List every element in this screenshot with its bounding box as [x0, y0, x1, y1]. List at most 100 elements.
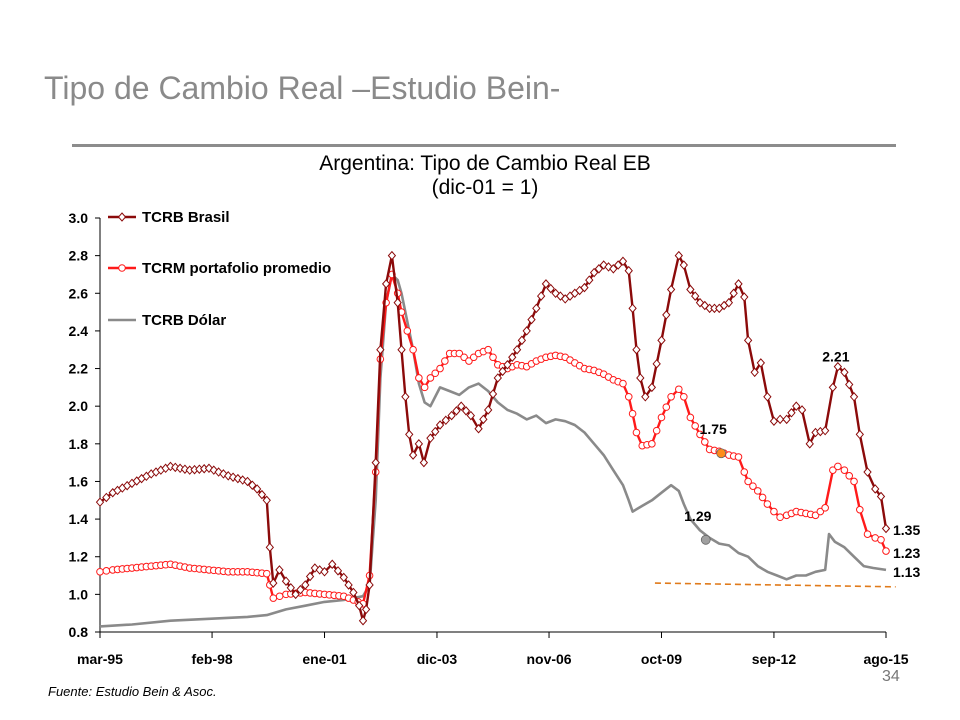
data-point [604, 262, 613, 272]
series-line [99, 254, 888, 622]
chart-title-block: Argentina: Tipo de Cambio Real EB (dic-0… [200, 152, 770, 200]
data-point [618, 256, 628, 267]
data-point [489, 353, 497, 362]
data-point [876, 491, 886, 502]
data-point [821, 504, 829, 512]
data-point [782, 414, 791, 425]
data-point [662, 310, 671, 320]
data-point [763, 392, 772, 402]
data-point [484, 405, 493, 415]
data-point [233, 473, 243, 484]
data-point [333, 566, 343, 576]
x-tick-label: oct-09 [641, 651, 682, 667]
data-point [740, 292, 749, 302]
data-point [662, 403, 671, 411]
data-point [479, 414, 488, 425]
data-point [820, 425, 830, 436]
x-tick-label: dic-03 [417, 651, 458, 667]
data-point [252, 484, 262, 494]
data-point [344, 580, 353, 590]
data-point [776, 513, 784, 522]
data-point [209, 465, 218, 475]
data-point [805, 439, 814, 449]
data-point [387, 250, 397, 261]
data-point [877, 535, 885, 544]
slide-title: Tipo de Cambio Real –Estudio Bein- [44, 70, 561, 106]
data-point [701, 438, 709, 446]
data-point [840, 367, 849, 378]
data-point [619, 379, 627, 388]
data-point [371, 457, 380, 468]
y-tick-label: 2.8 [69, 248, 89, 264]
data-point [845, 472, 854, 480]
data-point [675, 385, 683, 394]
data-point [291, 589, 300, 600]
data-point [269, 594, 278, 602]
data-point [328, 559, 337, 570]
data-point [700, 300, 709, 311]
data-point [840, 466, 849, 474]
data-point [871, 484, 880, 494]
x-tick-label: ago-15 [863, 651, 908, 667]
data-point [863, 467, 872, 477]
x-tick-label: ene-01 [302, 651, 347, 667]
data-point [855, 429, 864, 440]
data-point [594, 264, 604, 274]
data-point [624, 265, 633, 276]
data-point [381, 279, 391, 289]
data-point [833, 361, 843, 372]
data-point [436, 364, 444, 373]
chart-title: Argentina: Tipo de Cambio Real EB [319, 152, 651, 175]
data-point [680, 392, 688, 401]
legend-marker [118, 264, 126, 272]
data-point [750, 367, 759, 378]
data-point [484, 345, 492, 354]
data-point [248, 480, 257, 490]
data-point [96, 567, 104, 576]
data-point [355, 600, 364, 611]
y-tick-label: 2.4 [69, 323, 89, 339]
legend: TCRB Brasil TCRM portafolio promedio TCRB … [108, 209, 331, 329]
data-point [426, 374, 435, 382]
data-point [657, 335, 666, 346]
data-point [532, 303, 541, 314]
data-point [691, 291, 700, 301]
data-point [339, 572, 348, 583]
data-point [734, 279, 743, 289]
data-point [585, 275, 594, 285]
data-point [488, 389, 498, 399]
reference-line [654, 582, 896, 588]
y-tick-label: 1.0 [69, 586, 89, 602]
data-point [674, 250, 683, 261]
legend-label: TCRB Dólar [142, 312, 226, 329]
data-point [315, 565, 324, 575]
source-note: Fuente: Estudio Bein & Asoc. [48, 684, 217, 699]
data-point [580, 282, 589, 293]
data-point [461, 406, 471, 416]
data-point [609, 264, 618, 274]
data-point [175, 463, 185, 474]
data-point [753, 487, 762, 495]
data-point [102, 567, 111, 575]
data-point [403, 327, 412, 335]
data-point [551, 288, 560, 299]
data-label: 1.35 [893, 522, 920, 538]
data-point [441, 415, 450, 426]
y-tick-label: 1.8 [69, 436, 89, 452]
data-point [787, 408, 796, 418]
data-point [102, 492, 111, 503]
data-point [763, 500, 772, 508]
data-label: 1.29 [684, 508, 711, 524]
page-number: 34 [882, 668, 900, 685]
x-tick-label: sep-12 [752, 651, 797, 667]
x-tick-label: mar-95 [77, 651, 123, 667]
data-point [695, 297, 705, 308]
data-point [613, 260, 623, 270]
data-point [636, 373, 645, 383]
data-point [408, 450, 418, 460]
data-point [517, 335, 527, 346]
data-point [415, 374, 423, 382]
data-point [816, 507, 825, 516]
series-layer [95, 250, 891, 628]
data-point [829, 466, 837, 474]
